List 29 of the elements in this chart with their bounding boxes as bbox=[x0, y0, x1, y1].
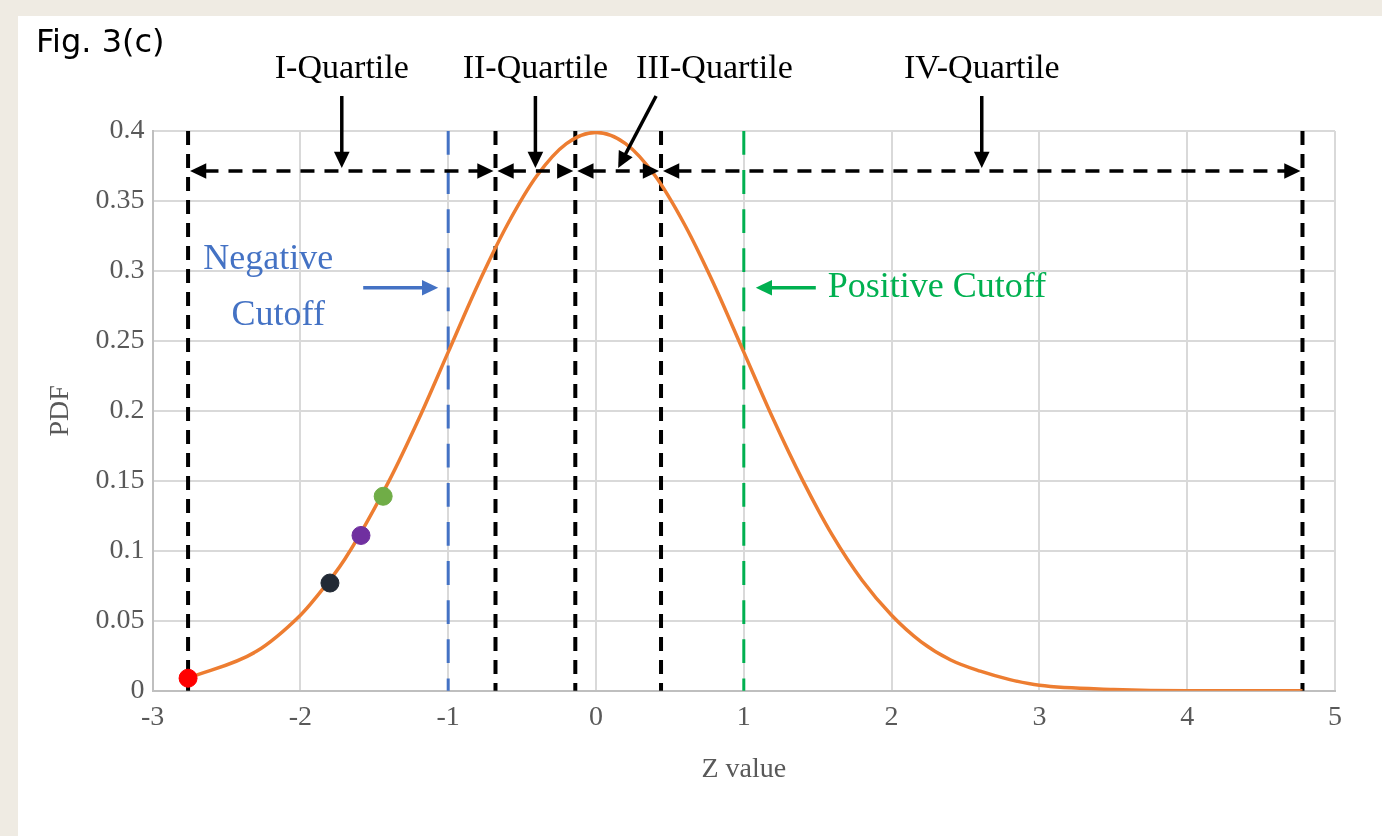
x-tick-label: -2 bbox=[288, 699, 313, 731]
text: IV-Quartile bbox=[904, 48, 1060, 85]
y-tick-label: 0.15 bbox=[95, 463, 145, 495]
point bbox=[178, 668, 198, 688]
point bbox=[320, 573, 340, 593]
y-tick-label: 0.25 bbox=[95, 323, 145, 355]
x-tick-label: -1 bbox=[436, 699, 460, 731]
point bbox=[351, 525, 371, 545]
y-tick-label: 0.2 bbox=[109, 393, 145, 425]
y-tick-label: 0.3 bbox=[109, 253, 145, 285]
text: I-Quartile bbox=[274, 48, 409, 85]
y-tick-label: 0.4 bbox=[109, 113, 145, 145]
x-tick-label: 4 bbox=[1180, 699, 1195, 731]
ref-line-label: Positive Cutoff bbox=[827, 265, 1047, 306]
ref-line-label: Negative Cutoff bbox=[203, 237, 334, 334]
text: II-Quartile bbox=[462, 48, 609, 85]
y-tick-label: 0.1 bbox=[109, 533, 145, 565]
y-axis-title: PDF bbox=[43, 385, 75, 437]
x-tick-label: 3 bbox=[1032, 699, 1047, 731]
y-tick-label: 0.05 bbox=[95, 603, 145, 635]
x-tick-label: 0 bbox=[589, 699, 603, 731]
chart-title: Fig. 3(c) bbox=[36, 22, 165, 61]
text: III-Quartile bbox=[636, 48, 793, 85]
point bbox=[373, 486, 393, 506]
x-tick-label: 1 bbox=[736, 699, 751, 731]
x-tick-label: 5 bbox=[1328, 699, 1342, 731]
y-tick-label: 0.35 bbox=[95, 183, 145, 215]
x-axis-title: Z value bbox=[701, 751, 787, 783]
x-tick-label: 2 bbox=[884, 699, 899, 731]
